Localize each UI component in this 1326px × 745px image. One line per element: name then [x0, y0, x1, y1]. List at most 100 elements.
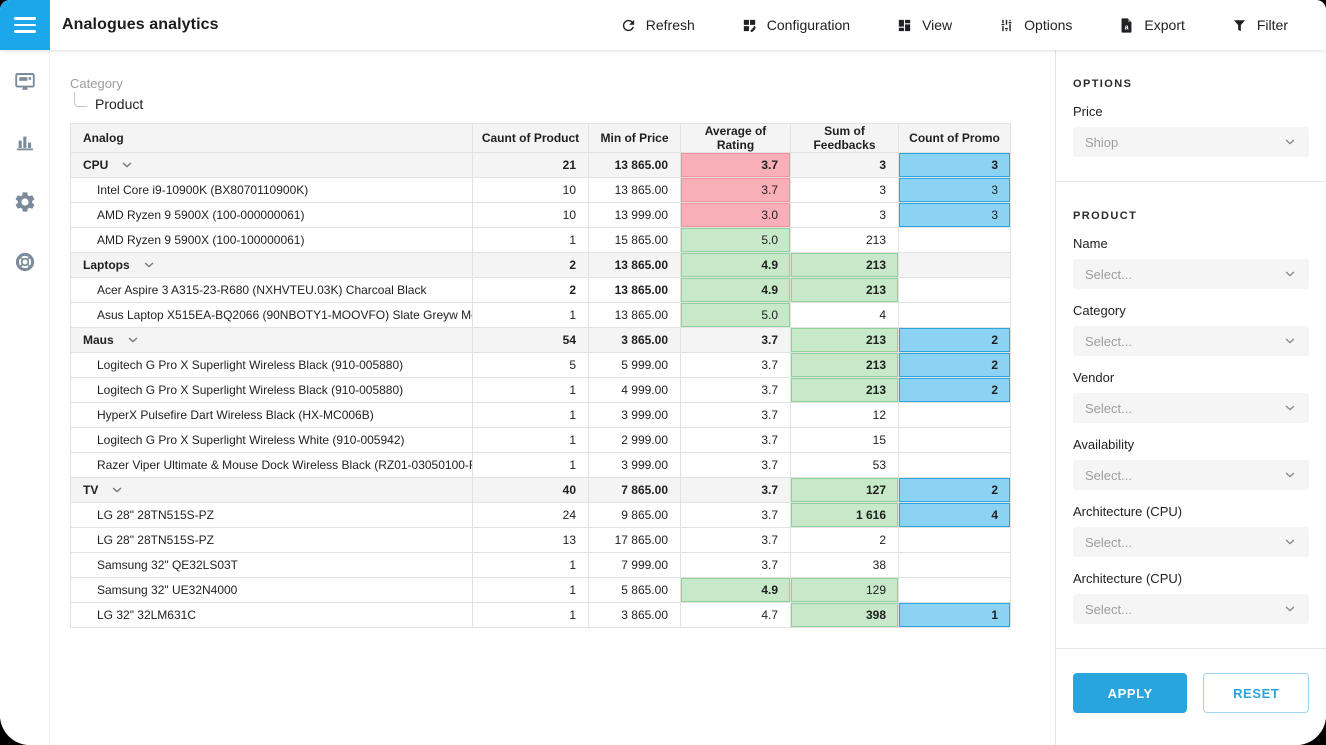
page-title: Analogues analytics: [62, 16, 219, 33]
chevron-down-icon: [1283, 334, 1297, 348]
value-cell: 3.7: [680, 377, 791, 403]
product-label: Samsung 32" UE32N4000: [70, 577, 473, 603]
toolbar-button-configuration[interactable]: Configuration: [741, 17, 850, 34]
sidebar-item-support[interactable]: [13, 250, 37, 274]
filter-category-1-select-value: Select...: [1085, 333, 1132, 349]
menu-button[interactable]: [0, 0, 50, 50]
value-cell: 398: [790, 602, 899, 628]
svg-text:a: a: [1125, 23, 1129, 31]
value-cell: 3 865.00: [588, 602, 681, 628]
value-cell: 4.9: [680, 277, 791, 303]
filter-architecture-cpu-4-select-value: Select...: [1085, 534, 1132, 550]
divider: [1056, 181, 1326, 182]
toolbar-button-filter[interactable]: Filter: [1231, 17, 1288, 34]
product-label: AMD Ryzen 9 5900X (100-000000061): [70, 202, 473, 228]
price-select[interactable]: Shiop: [1073, 127, 1309, 157]
product-label: HyperX Pulsefire Dart Wireless Black (HX…: [70, 402, 473, 428]
product-label: Razer Viper Ultimate & Mouse Dock Wirele…: [70, 452, 473, 478]
filter-architecture-cpu-4-label: Architecture (CPU): [1073, 504, 1183, 519]
product-row: AMD Ryzen 9 5900X (100-100000061) 1 15 865…: [70, 227, 1011, 253]
filter-architecture-cpu-5-select[interactable]: Select...: [1073, 594, 1309, 624]
value-cell: [898, 277, 1011, 303]
value-cell: 3: [898, 152, 1011, 178]
chevron-down-icon[interactable]: [110, 483, 124, 497]
product-label: LG 32" 32LM631C: [70, 602, 473, 628]
column-header-count-of-promo[interactable]: Count of Promo: [898, 123, 1011, 153]
toolbar-button-label: Options: [1024, 17, 1073, 33]
value-cell: 13 865.00: [588, 177, 681, 203]
filter-availability-3-select[interactable]: Select...: [1073, 460, 1309, 490]
refresh-icon: [620, 17, 637, 34]
product-row: Samsung 32" UE32N4000 1 5 865.00 4.9 129: [70, 577, 1011, 603]
value-cell: 3.7: [680, 352, 791, 378]
toolbar-button-options[interactable]: Options: [998, 17, 1072, 34]
value-cell: 2: [472, 277, 589, 303]
category-label[interactable]: Maus: [70, 327, 473, 353]
filter-architecture-cpu-4-select[interactable]: Select...: [1073, 527, 1309, 557]
hamburger-icon: [14, 17, 36, 33]
hierarchy-field-product[interactable]: Product: [95, 96, 144, 112]
value-cell: [898, 527, 1011, 553]
value-cell: 213: [790, 277, 899, 303]
filter-category-1-label: Category: [1073, 303, 1126, 318]
column-header-average-of-rating[interactable]: Average of Rating: [680, 123, 791, 153]
value-cell: 10: [472, 177, 589, 203]
column-header-min-of-price[interactable]: Min of Price: [588, 123, 681, 153]
chevron-down-icon[interactable]: [142, 258, 156, 272]
chevron-down-icon: [1283, 468, 1297, 482]
reset-button[interactable]: RESET: [1203, 673, 1309, 713]
value-cell: 3 999.00: [588, 452, 681, 478]
product-row: LG 28" 28TN515S-PZ 13 17 865.00 3.7 2: [70, 527, 1011, 553]
category-label[interactable]: TV: [70, 477, 473, 503]
value-cell: 213: [790, 327, 899, 353]
product-row: LG 28" 28TN515S-PZ 24 9 865.00 3.7 1 616 4: [70, 502, 1011, 528]
value-cell: 1: [472, 552, 589, 578]
value-cell: 1 616: [790, 502, 899, 528]
value-cell: [898, 252, 1011, 278]
value-cell: 13 865.00: [588, 252, 681, 278]
toolbar-button-refresh[interactable]: Refresh: [620, 17, 695, 34]
value-cell: 129: [790, 577, 899, 603]
value-cell: 3: [790, 152, 899, 178]
value-cell: 3.7: [680, 552, 791, 578]
product-row: Razer Viper Ultimate & Mouse Dock Wirele…: [70, 452, 1011, 478]
value-cell: 213: [790, 377, 899, 403]
category-row: Maus 54 3 865.00 3.7 213 2: [70, 327, 1011, 353]
toolbar-button-view[interactable]: View: [896, 17, 952, 34]
filter-category-1-select[interactable]: Select...: [1073, 326, 1309, 356]
column-header-analog[interactable]: Analog: [70, 123, 473, 153]
category-label[interactable]: CPU: [70, 152, 473, 178]
category-row: CPU 21 13 865.00 3.7 3 3: [70, 152, 1011, 178]
chevron-down-icon[interactable]: [126, 333, 140, 347]
sidebar-item-dashboard[interactable]: [13, 70, 37, 94]
value-cell: 3: [898, 202, 1011, 228]
options-icon: [998, 17, 1015, 34]
sidebar-item-analytics[interactable]: [13, 130, 37, 154]
gear-icon: [13, 190, 37, 214]
value-cell: 13: [472, 527, 589, 553]
hierarchy-field-category[interactable]: Category: [70, 76, 123, 91]
chevron-down-icon[interactable]: [120, 158, 134, 172]
toolbar-button-label: Export: [1144, 17, 1185, 33]
product-row: Logitech G Pro X Superlight Wireless Bla…: [70, 352, 1011, 378]
value-cell: 213: [790, 227, 899, 253]
column-header-sum-of-feedbacks[interactable]: Sum of Feedbacks: [790, 123, 899, 153]
value-cell: 12: [790, 402, 899, 428]
value-cell: 4.9: [680, 577, 791, 603]
value-cell: 3.7: [680, 427, 791, 453]
value-cell: 213: [790, 252, 899, 278]
value-cell: 1: [472, 452, 589, 478]
filter-vendor-2-select[interactable]: Select...: [1073, 393, 1309, 423]
filter-name-0-select[interactable]: Select...: [1073, 259, 1309, 289]
category-label[interactable]: Laptops: [70, 252, 473, 278]
product-label: AMD Ryzen 9 5900X (100-100000061): [70, 227, 473, 253]
value-cell: 3.7: [680, 402, 791, 428]
toolbar-button-export[interactable]: a Export: [1118, 17, 1185, 34]
apply-button[interactable]: APPLY: [1073, 673, 1188, 713]
value-cell: 2: [472, 252, 589, 278]
product-label: LG 28" 28TN515S-PZ: [70, 527, 473, 553]
chevron-down-icon: [1283, 602, 1297, 616]
column-header-caunt-of-product[interactable]: Caunt of Product: [472, 123, 589, 153]
sidebar-item-settings[interactable]: [13, 190, 37, 214]
